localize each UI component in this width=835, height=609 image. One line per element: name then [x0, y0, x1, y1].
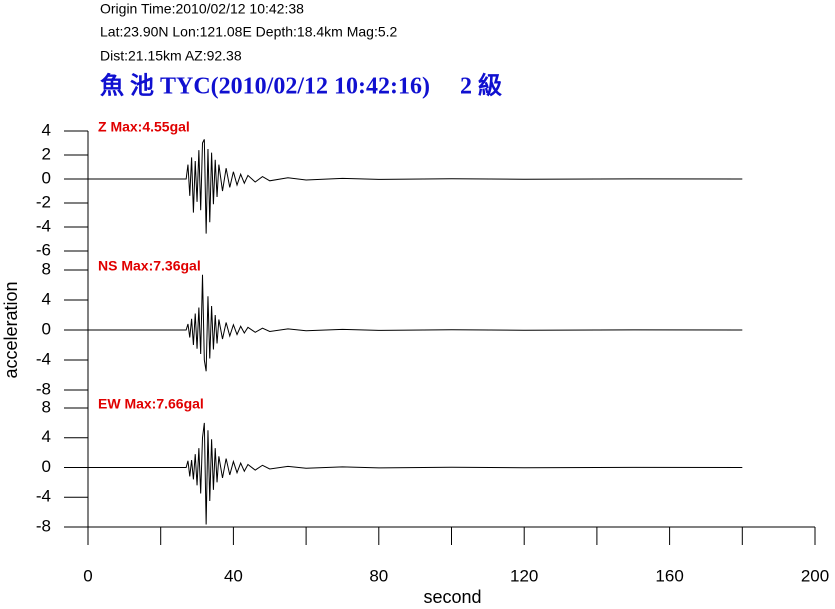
panel-label: NS Max:7.36gal: [98, 258, 201, 274]
header-line: Dist:21.15km AZ:92.38: [100, 48, 242, 64]
panel-label: Z Max:4.55gal: [98, 119, 190, 135]
header-line: Lat:23.90N Lon:121.08E Depth:18.4km Mag:…: [100, 24, 398, 40]
x-tick-label: 120: [510, 566, 538, 585]
y-axis-label: acceleration: [1, 281, 21, 378]
y-tick-label: -4: [36, 487, 51, 506]
y-tick-label: 0: [42, 319, 51, 338]
trace: [88, 139, 743, 234]
x-tick-label: 80: [369, 566, 388, 585]
y-tick-label: -6: [36, 240, 51, 259]
x-tick-label: 160: [655, 566, 683, 585]
panel-label: EW Max:7.66gal: [98, 396, 204, 412]
y-tick-label: -2: [36, 192, 51, 211]
y-tick-label: 2: [42, 144, 51, 163]
y-tick-label: -4: [36, 216, 51, 235]
y-tick-label: -8: [36, 379, 51, 398]
trace: [88, 422, 743, 525]
x-tick-label: 0: [83, 566, 92, 585]
y-tick-label: 0: [42, 457, 51, 476]
y-tick-label: 8: [42, 259, 51, 278]
y-tick-label: 0: [42, 168, 51, 187]
x-axis-label: second: [423, 587, 481, 607]
trace: [88, 274, 743, 372]
x-tick-label: 40: [224, 566, 243, 585]
header-line: Origin Time:2010/02/12 10:42:38: [100, 1, 304, 17]
y-tick-label: 8: [42, 397, 51, 416]
y-tick-label: 4: [42, 289, 51, 308]
chart-title: 魚 池 TYC(2010/02/12 10:42:16) 2 級: [100, 72, 502, 100]
y-tick-label: 4: [42, 120, 51, 139]
y-tick-label: 4: [42, 427, 51, 446]
y-tick-label: -4: [36, 349, 51, 368]
x-tick-label: 200: [801, 566, 829, 585]
y-tick-label: -8: [36, 516, 51, 535]
